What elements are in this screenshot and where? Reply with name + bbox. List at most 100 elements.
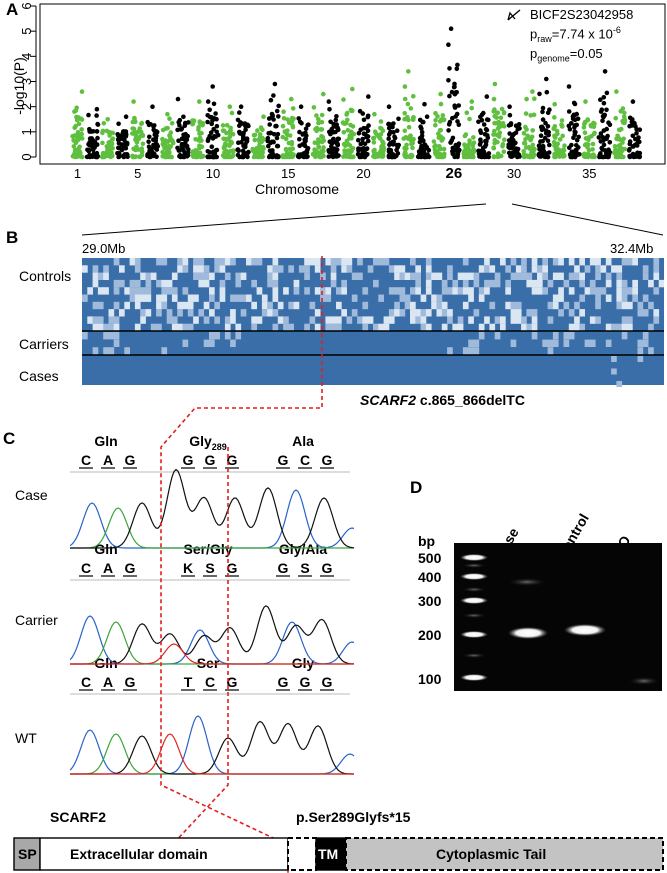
haplotype-cell <box>309 301 316 310</box>
haplotype-cell <box>452 287 459 295</box>
haplotype-cell <box>267 272 273 280</box>
haplotype-cell <box>431 272 437 280</box>
haplotype-cell <box>113 287 120 295</box>
snp-point <box>543 130 549 136</box>
snp-point <box>321 148 326 154</box>
snp-point <box>422 101 427 107</box>
snp-point <box>530 89 535 94</box>
snp-point <box>636 154 641 159</box>
snp-point <box>408 106 414 111</box>
snp-point <box>285 117 290 122</box>
snp-point <box>386 121 392 127</box>
trace-G <box>70 468 355 549</box>
haplotype-cell <box>166 309 173 317</box>
haplotype-cell <box>505 279 511 288</box>
snp-point <box>373 131 379 137</box>
protein-mutation: p.Ser289Glyfs*15 <box>296 809 411 825</box>
haplotype-cell <box>161 347 168 355</box>
haplotype-cell <box>589 279 596 288</box>
snp-point <box>538 139 543 144</box>
snp-point <box>440 136 446 141</box>
snp-point <box>585 117 590 122</box>
snp-point <box>483 142 489 147</box>
haplotype-left-position: 29.0Mb <box>82 241 126 256</box>
ladder-300: 300 <box>418 593 442 609</box>
snp-point <box>221 136 226 142</box>
haplotype-cell <box>240 294 247 302</box>
haplotype-cell <box>589 258 596 266</box>
haplotype-cell <box>415 287 421 295</box>
haplotype-cell <box>574 301 580 310</box>
haplotype-cell <box>288 323 294 332</box>
haplotype-cell <box>468 339 474 347</box>
snp-point <box>574 143 579 148</box>
snp-point <box>316 116 321 122</box>
haplotype-cell <box>261 294 268 302</box>
haplotype-cell <box>119 309 125 317</box>
haplotype-cell <box>246 258 252 266</box>
x-tick-label-20: 20 <box>356 166 370 181</box>
snp-point <box>410 117 416 122</box>
snp-point <box>330 137 336 143</box>
trace-T <box>70 733 354 775</box>
snp-point <box>124 140 130 146</box>
snp-point <box>390 154 396 160</box>
snp-point <box>621 114 627 120</box>
haplotype-cell <box>320 294 326 302</box>
snp-point <box>161 138 166 144</box>
sample-label-case: Case <box>15 487 48 503</box>
snp-point <box>287 146 293 152</box>
y-axis: 0 1 2 3 4 5 6 <box>19 2 37 161</box>
snp-point <box>214 147 220 153</box>
snp-point <box>469 154 474 160</box>
snp-point <box>507 112 513 118</box>
haplotype-cell <box>198 265 205 273</box>
snp-point <box>193 148 198 153</box>
snp-point <box>356 130 362 136</box>
haplotype-cell <box>224 258 231 266</box>
snp-point <box>164 152 170 158</box>
snp-point <box>492 107 497 112</box>
snp-point <box>362 141 368 147</box>
haplotype-cell <box>182 265 189 273</box>
snp-point <box>165 125 170 131</box>
haplotype-cell <box>336 301 342 310</box>
snp-point <box>297 153 303 159</box>
haplotype-cell <box>621 316 628 324</box>
haplotype-cell <box>547 316 554 324</box>
snp-point <box>452 103 458 108</box>
haplotype-cell <box>568 272 575 280</box>
haplotype-cell <box>447 272 453 280</box>
haplotype-cell <box>134 323 141 332</box>
haplotype-cell <box>325 323 332 332</box>
snp-point <box>530 146 535 151</box>
haplotype-grid <box>82 258 664 387</box>
haplotype-cell <box>447 287 453 295</box>
snp-point <box>74 154 79 160</box>
snp-point <box>438 91 443 97</box>
haplotype-cell <box>542 258 548 266</box>
snp-point <box>79 89 85 94</box>
haplotype-cell <box>103 287 109 295</box>
snp-point <box>261 146 266 152</box>
haplotype-cell <box>462 272 469 280</box>
haplotype-cell <box>410 272 416 280</box>
snp-point <box>543 120 548 126</box>
haplotype-cell <box>584 339 591 347</box>
haplotype-cell <box>584 265 591 273</box>
snp-point <box>88 136 94 142</box>
snp-point <box>227 104 233 109</box>
snp-point <box>572 101 578 107</box>
snp-point <box>602 148 608 153</box>
snp-point <box>131 99 136 104</box>
snp-point <box>386 125 392 131</box>
snp-point <box>381 148 386 153</box>
y-tick-label: 1 <box>19 128 34 135</box>
snp-point <box>167 116 172 121</box>
snp-point <box>261 114 266 119</box>
haplotype-cell <box>611 356 617 362</box>
haplotype-cell <box>478 287 485 295</box>
snp-point <box>205 138 211 144</box>
snp-point <box>436 131 441 137</box>
snp-point <box>554 128 560 134</box>
